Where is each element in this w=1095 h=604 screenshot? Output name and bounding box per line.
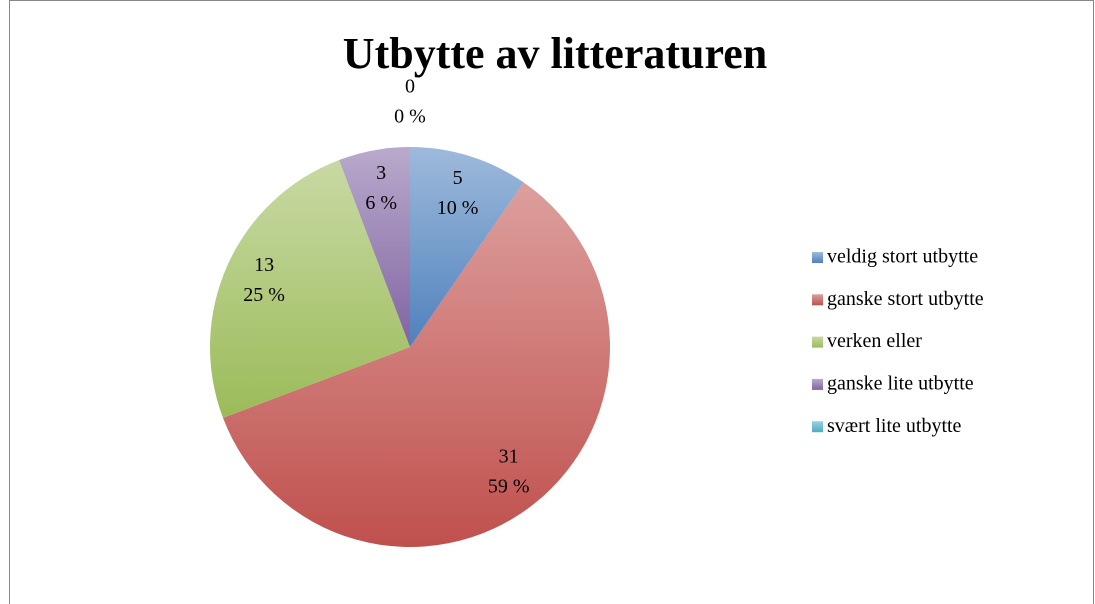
- data-label-percent: 0 %: [394, 106, 426, 128]
- legend-label: verken eller: [827, 330, 922, 352]
- data-label: 31: [499, 446, 519, 468]
- legend-label: svært lite utbytte: [827, 415, 962, 437]
- data-label-percent: 25 %: [243, 284, 285, 306]
- legend-swatch: [812, 336, 823, 348]
- pie-slice: [339, 147, 410, 347]
- legend-swatch: [812, 378, 823, 390]
- data-label: 0: [405, 76, 415, 98]
- pie-slice: [209, 159, 410, 418]
- data-label: 3: [376, 162, 386, 184]
- data-label: 5: [453, 167, 463, 189]
- legend-label: veldig stort utbytte: [827, 246, 978, 268]
- data-label: 13: [254, 254, 274, 276]
- pie-slice: [410, 147, 524, 347]
- data-label-percent: 59 %: [488, 476, 530, 498]
- legend-swatch: [812, 421, 823, 433]
- data-label-percent: 10 %: [437, 197, 479, 219]
- data-label-percent: 6 %: [365, 192, 397, 214]
- chart-title: Utbytte av litteraturen: [343, 29, 767, 78]
- pie-slice: [222, 182, 610, 547]
- legend-swatch: [812, 252, 823, 263]
- legend-swatch: [812, 294, 823, 306]
- legend-label: ganske stort utbytte: [827, 288, 984, 310]
- legend-label: ganske lite utbytte: [827, 372, 974, 394]
